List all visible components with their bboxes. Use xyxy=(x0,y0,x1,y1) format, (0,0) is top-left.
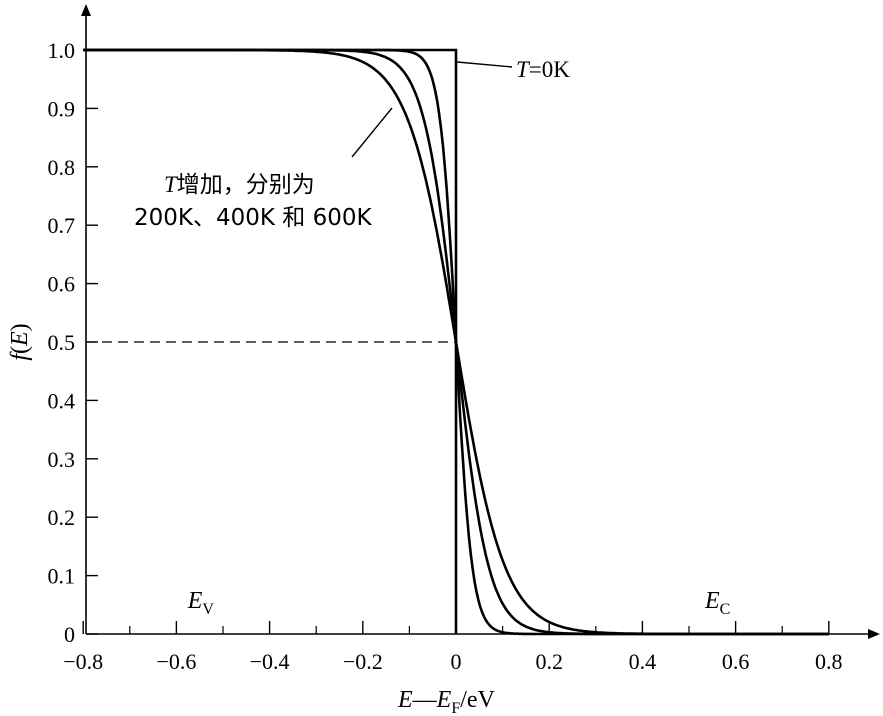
ev-sub: V xyxy=(202,601,214,618)
x-tick-label: −0.2 xyxy=(343,649,383,674)
xlabel-unit: /eV xyxy=(460,687,495,713)
curve-T-600K xyxy=(83,48,829,636)
y-axis-title: f(E) xyxy=(7,323,33,360)
ylabel-e: E xyxy=(7,331,33,347)
y-tick-label: 0 xyxy=(64,622,75,647)
x-tick-label: 0.4 xyxy=(629,649,657,674)
ec-sub: C xyxy=(720,601,731,618)
xlabel-e: E xyxy=(397,687,413,713)
x-tick-label: 0.2 xyxy=(535,649,563,674)
x-axis-title: E—EF/eV xyxy=(397,687,496,716)
y-tick-label: 0.1 xyxy=(48,564,76,589)
x-tick-label: −0.4 xyxy=(250,649,290,674)
tinc-annotation-line2: 200K、400K 和 600K xyxy=(134,205,372,231)
x-ticks: −0.8 −0.6 −0.4 −0.2 0 0.2 0.4 0.6 0.8 xyxy=(63,621,843,674)
ylabel-close: ) xyxy=(7,323,33,331)
x-tick-label: −0.6 xyxy=(156,649,196,674)
t0-value: =0K xyxy=(529,57,570,82)
conduction-band-edge-label: EC xyxy=(704,588,730,618)
x-tick-label: 0.6 xyxy=(722,649,750,674)
xlabel-ef: E xyxy=(436,687,452,713)
t0-leader-line xyxy=(456,61,513,68)
x-tick-label: −0.8 xyxy=(63,649,103,674)
x-tick-label: 0 xyxy=(451,649,462,674)
xlabel-dash: — xyxy=(412,687,438,713)
y-tick-label: 1.0 xyxy=(48,38,76,63)
ylabel-f: f xyxy=(7,351,33,361)
y-tick-label: 0.3 xyxy=(48,447,76,472)
y-tick-label: 0.8 xyxy=(48,155,76,180)
y-tick-label: 0.2 xyxy=(48,505,76,530)
valence-band-edge-label: EV xyxy=(187,588,215,618)
ec-main: E xyxy=(704,588,720,614)
tinc-t-symbol: T xyxy=(164,172,179,197)
ev-main: E xyxy=(187,588,203,614)
y-tick-label: 0.6 xyxy=(48,272,76,297)
ylabel-open: ( xyxy=(7,346,33,354)
tinc-leader-line xyxy=(351,107,393,158)
y-ticks: 0 0.1 0.2 0.3 0.4 0.5 0.6 0.7 0.8 0.9 1.0 xyxy=(48,38,98,647)
t0-t-symbol: T xyxy=(516,57,531,82)
y-tick-label: 0.4 xyxy=(48,388,76,413)
curves xyxy=(83,48,829,636)
tinc-annotation-line1: T增加，分别为 xyxy=(164,172,315,198)
xlabel-ef-sub: F xyxy=(451,700,460,716)
x-tick-label: 0.8 xyxy=(815,649,843,674)
y-tick-label: 0.9 xyxy=(48,96,76,121)
t0-annotation: T=0K xyxy=(516,57,570,82)
y-tick-label: 0.7 xyxy=(48,213,76,238)
y-tick-label: 0.5 xyxy=(48,330,76,355)
tinc-text: 增加，分别为 xyxy=(177,172,315,198)
